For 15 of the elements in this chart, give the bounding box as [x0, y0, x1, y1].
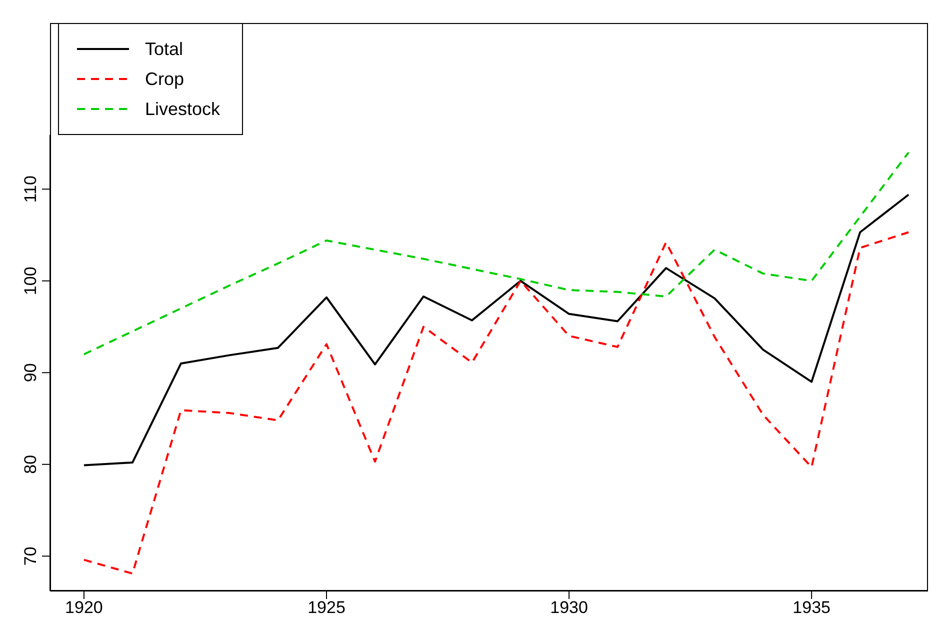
x-tick-label: 1930 [550, 598, 588, 618]
y-tick-label: 90 [21, 363, 40, 382]
legend-label: Crop [145, 68, 184, 90]
y-tick-label: 100 [21, 266, 40, 296]
y-tick-label: 80 [21, 454, 40, 474]
legend-label: Total [145, 38, 184, 60]
y-tick-label: 110 [21, 176, 40, 203]
line-series [82, 194, 910, 466]
x-tick-label: 1920 [65, 598, 103, 618]
line-series [82, 231, 910, 575]
x-tick-label: 1935 [792, 598, 830, 618]
y-tick-label: 70 [21, 546, 40, 566]
x-tick-label: 1925 [308, 598, 346, 618]
line-series [82, 151, 910, 356]
legend-label: Livestock [145, 98, 220, 120]
